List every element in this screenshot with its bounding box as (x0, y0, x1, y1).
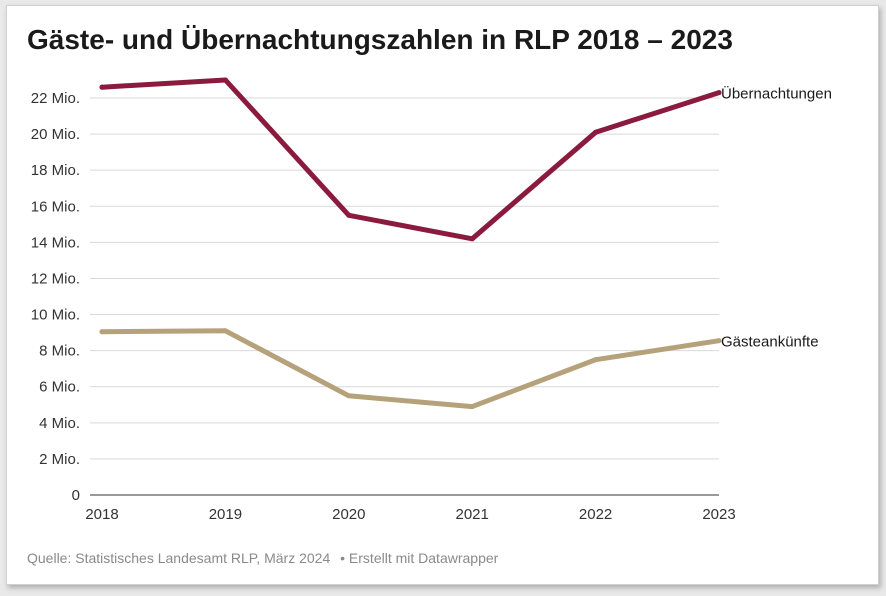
y-tick-label: 6 Mio. (39, 379, 80, 396)
y-tick-label: 12 Mio. (31, 270, 80, 287)
data-point (716, 338, 722, 344)
source-note: Quelle: Statistisches Landesamt RLP, Mär… (27, 550, 331, 566)
data-point (716, 90, 722, 96)
y-tick-label: 18 Mio. (31, 162, 80, 179)
x-tick-label: 2023 (702, 506, 735, 523)
series-labels: Übernachtungen Gästeankünfte (721, 85, 832, 351)
x-axis-ticks: 2018 2019 2020 2021 2022 2023 (85, 506, 735, 523)
data-point (469, 404, 475, 410)
series-label: Übernachtungen (721, 85, 832, 103)
data-point (99, 329, 105, 335)
x-tick-label: 2021 (456, 506, 489, 523)
y-tick-label: 20 Mio. (31, 126, 80, 143)
data-point (222, 77, 228, 83)
x-tick-label: 2022 (579, 506, 612, 523)
y-tick-label: 2 Mio. (39, 451, 80, 468)
data-point (593, 129, 599, 135)
series-line (99, 328, 722, 410)
series-label: Gästeankünfte (721, 334, 819, 351)
y-tick-label: 0 (72, 487, 80, 504)
series-lines (99, 77, 722, 410)
chart-title: Gäste- und Übernachtungszahlen in RLP 20… (27, 24, 733, 55)
y-tick-label: 14 Mio. (31, 234, 80, 251)
footer: Quelle: Statistisches Landesamt RLP, Mär… (27, 550, 498, 566)
x-tick-label: 2018 (85, 506, 118, 523)
data-point (469, 236, 475, 242)
y-tick-label: 8 Mio. (39, 343, 80, 360)
y-tick-label: 10 Mio. (31, 307, 80, 324)
line-chart: 0 2 Mio. 4 Mio. 6 Mio. 8 Mio. 10 Mio. 12 Mio. 1… (31, 77, 832, 523)
y-tick-label: 4 Mio. (39, 415, 80, 432)
data-point (99, 84, 105, 90)
x-tick-label: 2019 (209, 506, 242, 523)
chart-card: Gäste- und Übernachtungszahlen in RLP 20… (6, 5, 879, 585)
gridlines (90, 97, 719, 496)
credit-note: • Erstellt mit Datawrapper (340, 550, 499, 566)
data-point (346, 393, 352, 399)
y-tick-label: 16 Mio. (31, 198, 80, 215)
data-point (593, 357, 599, 363)
data-point (346, 212, 352, 218)
data-point (222, 328, 228, 334)
y-axis-ticks: 0 2 Mio. 4 Mio. 6 Mio. 8 Mio. 10 Mio. 12 Mio. 1… (31, 90, 80, 504)
x-tick-label: 2020 (332, 506, 365, 523)
series-line (99, 77, 722, 242)
y-tick-label: 22 Mio. (31, 90, 80, 107)
